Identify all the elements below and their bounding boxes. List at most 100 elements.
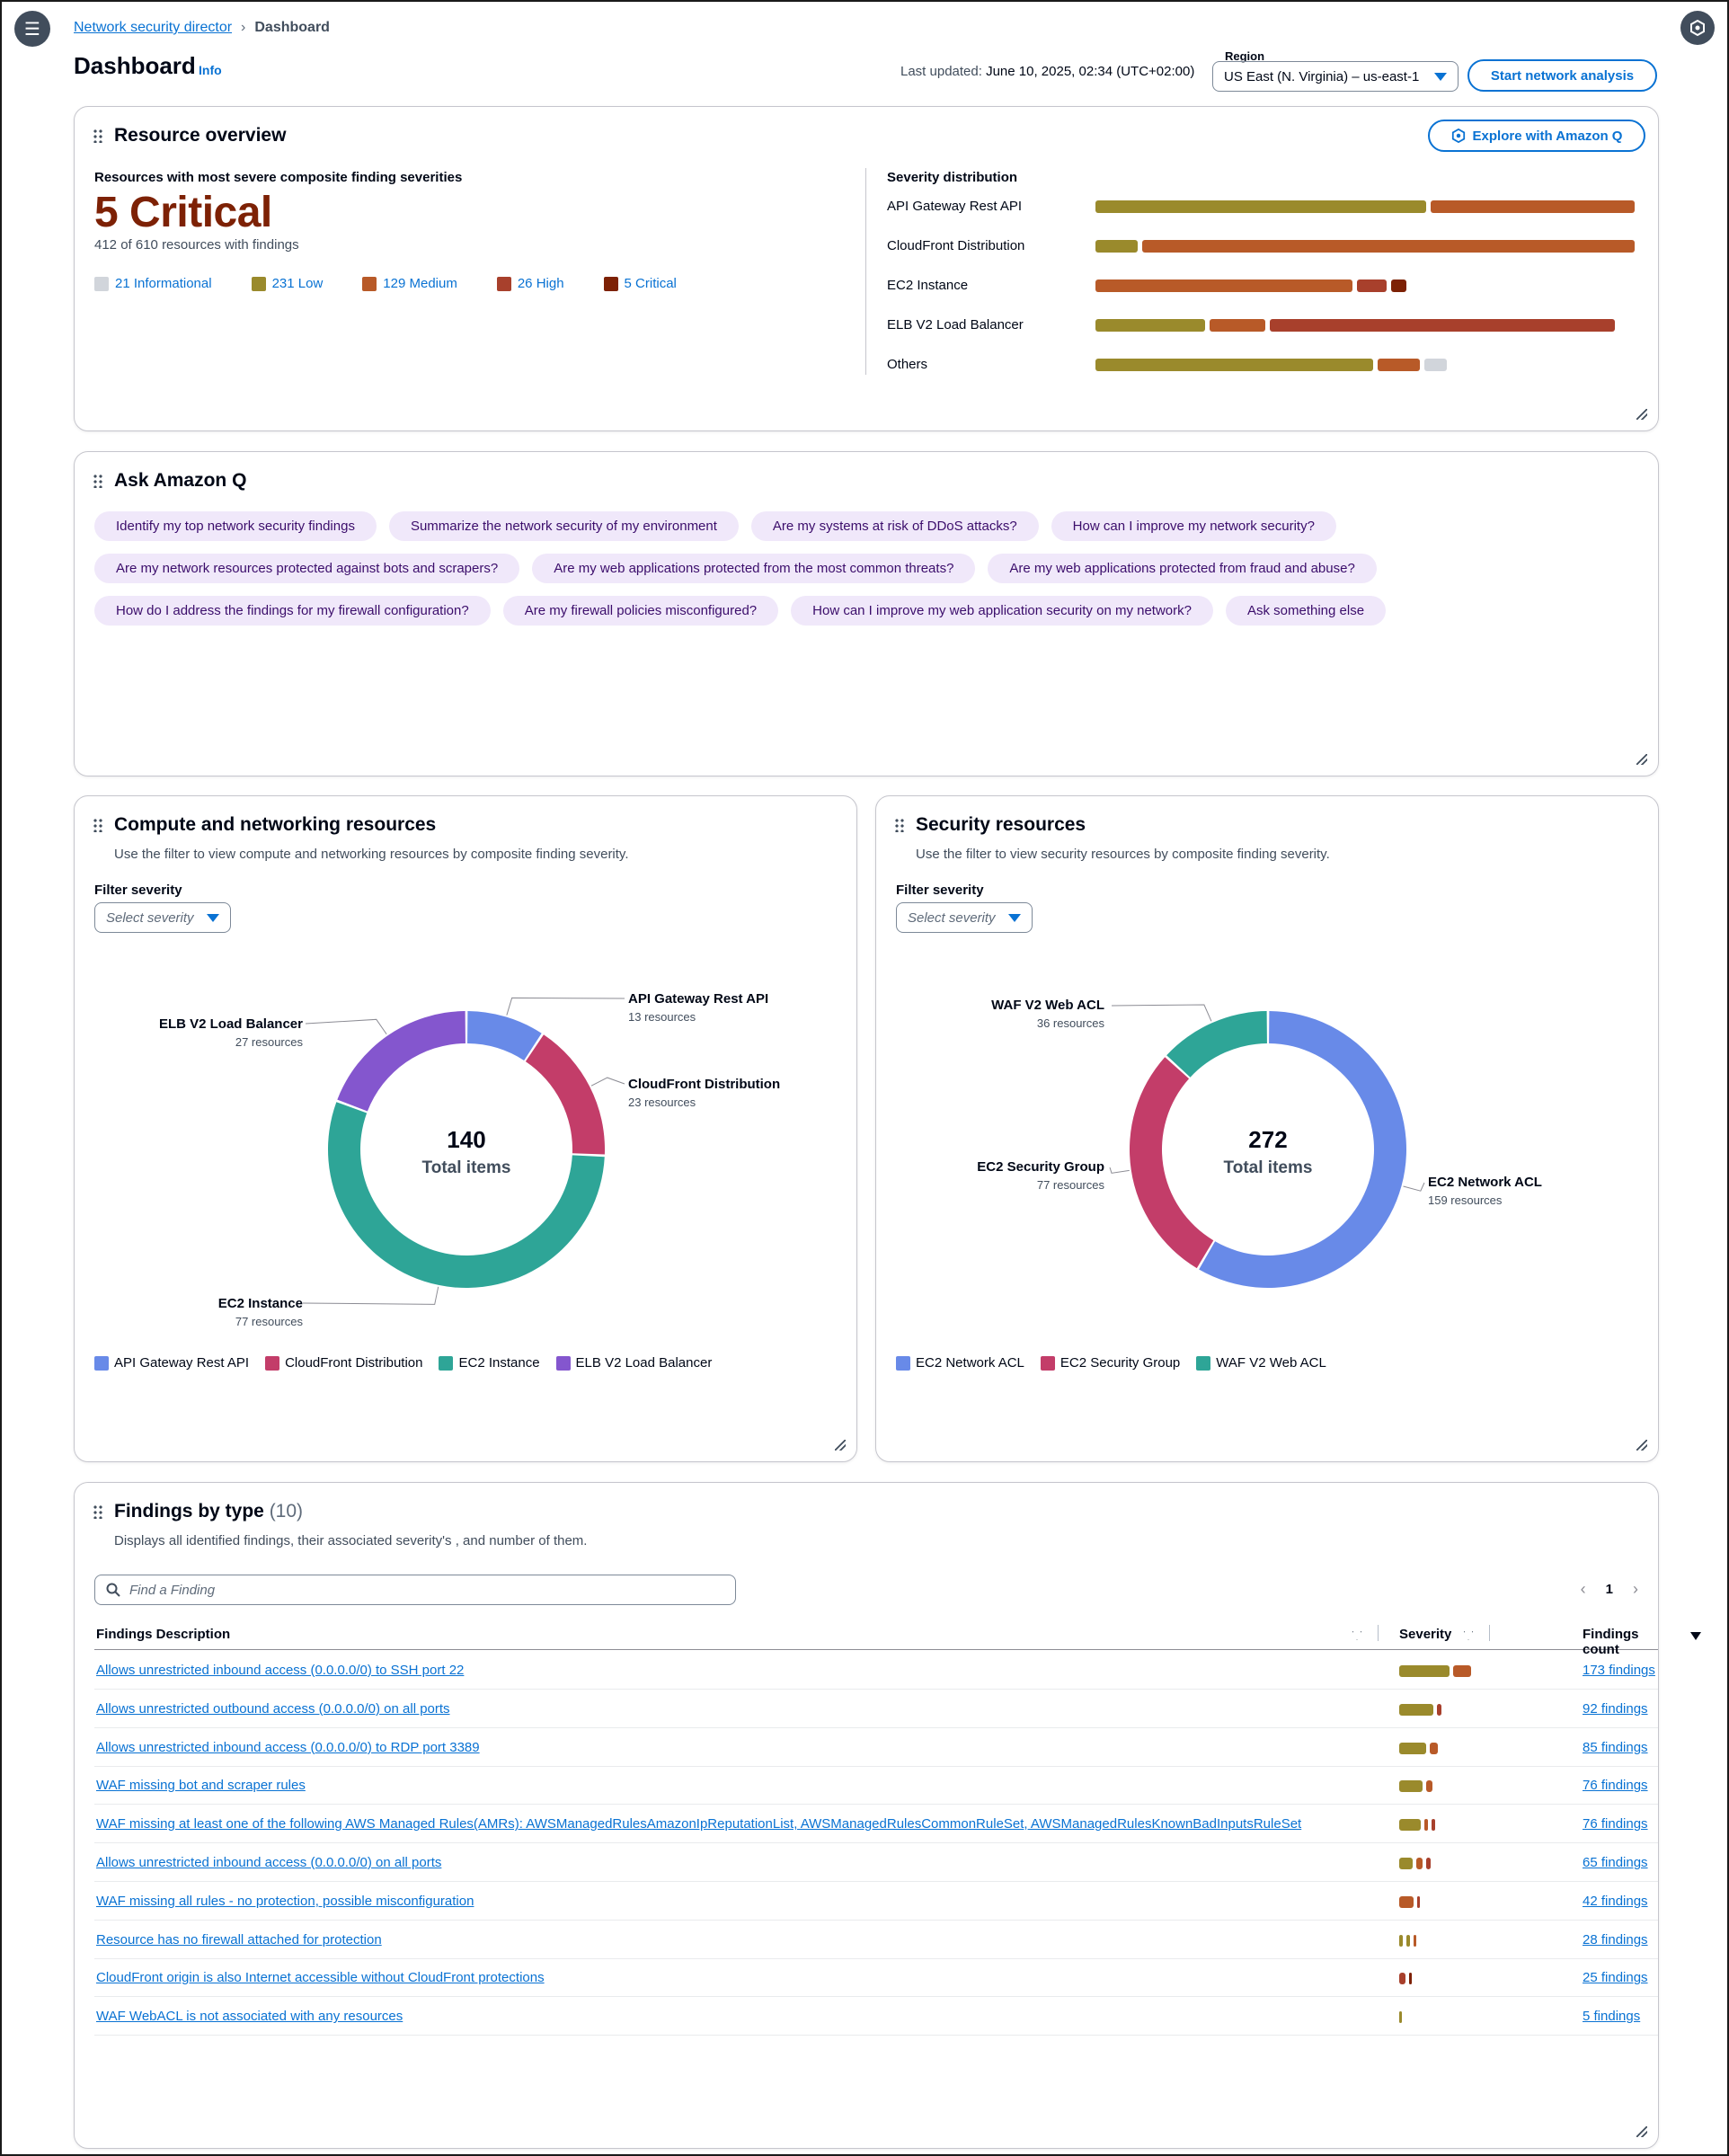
severity-legend-link[interactable]: 26 High [517, 276, 564, 291]
filter-severity-select[interactable]: Select severity [94, 902, 231, 933]
severity-mini-segment [1399, 1973, 1406, 1985]
suggestion-chip[interactable]: Ask something else [1225, 596, 1387, 626]
drag-handle-icon[interactable] [93, 474, 103, 488]
finding-description-link[interactable]: Allows unrestricted inbound access (0.0.… [96, 1663, 465, 1678]
menu-button[interactable]: ☰ [14, 11, 50, 47]
donut-slice[interactable] [467, 1011, 542, 1060]
chevron-right-icon[interactable]: › [1633, 1580, 1638, 1598]
finding-description-link[interactable]: CloudFront origin is also Internet acces… [96, 1970, 545, 1986]
severity-bar-segment[interactable] [1377, 359, 1420, 371]
severity-bar-segment[interactable] [1209, 319, 1266, 332]
severity-bar-segment[interactable] [1095, 279, 1353, 292]
legend-label: WAF V2 Web ACL [1216, 1355, 1326, 1371]
breadcrumb-parent[interactable]: Network security director [74, 20, 233, 35]
severity-bar-segment[interactable] [1423, 359, 1447, 371]
resize-handle-icon[interactable] [1636, 1440, 1647, 1451]
chart-legend-item[interactable]: EC2 Network ACL [896, 1355, 1024, 1371]
page-number[interactable]: 1 [1605, 1582, 1613, 1597]
col-findings-count[interactable]: Findings count [1583, 1627, 1639, 1657]
donut-slice[interactable] [327, 1102, 605, 1289]
finding-description-link[interactable]: Allows unrestricted outbound access (0.0… [96, 1700, 450, 1717]
findings-count-link[interactable]: 173 findings [1583, 1663, 1655, 1678]
compute-networking-card: Compute and networking resources Use the… [74, 795, 857, 1462]
severity-legend-link[interactable]: 5 Critical [624, 276, 677, 291]
severity-bar-segment[interactable] [1095, 200, 1427, 213]
severity-legend-link[interactable]: 231 Low [271, 276, 324, 291]
severity-bar-segment[interactable] [1142, 240, 1635, 253]
finding-description-link[interactable]: WAF WebACL is not associated with any re… [96, 2009, 403, 2025]
finding-description-link[interactable]: WAF missing bot and scraper rules [96, 1778, 306, 1794]
donut-slice[interactable] [1130, 1057, 1214, 1269]
severity-bar-segment[interactable] [1270, 319, 1615, 332]
findings-count-link[interactable]: 28 findings [1583, 1931, 1648, 1947]
suggestion-chip[interactable]: Are my network resources protected again… [94, 554, 520, 583]
chart-legend-item[interactable]: CloudFront Distribution [265, 1355, 422, 1371]
finding-description-link[interactable]: WAF missing all rules - no protection, p… [96, 1893, 474, 1909]
suggestion-chip[interactable]: Are my web applications protected from t… [532, 554, 976, 583]
suggestion-chip[interactable]: Are my web applications protected from f… [988, 554, 1377, 583]
donut-slice[interactable] [337, 1011, 466, 1112]
chart-legend-item[interactable]: EC2 Instance [439, 1355, 540, 1371]
findings-count-link[interactable]: 42 findings [1583, 1893, 1648, 1909]
findings-count-link[interactable]: 65 findings [1583, 1855, 1648, 1870]
findings-count-link[interactable]: 76 findings [1583, 1778, 1648, 1794]
resize-handle-icon[interactable] [835, 1440, 846, 1451]
col-findings-description[interactable]: Findings Description [96, 1627, 231, 1642]
sort-descending-icon[interactable] [1690, 1628, 1701, 1644]
explore-amazon-q-button[interactable]: Explore with Amazon Q [1428, 120, 1645, 152]
suggestion-chip[interactable]: How do I address the findings for my fir… [94, 596, 491, 626]
filter-severity-select[interactable]: Select severity [896, 902, 1033, 933]
severity-bar-segment[interactable] [1390, 279, 1407, 292]
finding-description-link[interactable]: Allows unrestricted inbound access (0.0.… [96, 1855, 442, 1870]
drag-handle-icon[interactable] [894, 818, 905, 832]
severity-legend-link[interactable]: 21 Informational [115, 276, 212, 291]
find-finding-input[interactable]: Find a Finding [94, 1575, 736, 1605]
resize-handle-icon[interactable] [1636, 409, 1647, 420]
chart-legend-item[interactable]: ELB V2 Load Balancer [555, 1355, 712, 1371]
suggestion-chip[interactable]: How can I improve my network security? [1051, 511, 1336, 541]
suggestion-chip[interactable]: Are my firewall policies misconfigured? [502, 596, 779, 626]
findings-count-link[interactable]: 76 findings [1583, 1816, 1648, 1832]
sort-icon[interactable] [1464, 1628, 1473, 1644]
finding-description-link[interactable]: Allows unrestricted inbound access (0.0.… [96, 1739, 480, 1755]
findings-count-link[interactable]: 5 findings [1583, 2009, 1641, 2025]
sort-icon[interactable] [1352, 1628, 1361, 1644]
chart-legend-item[interactable]: WAF V2 Web ACL [1196, 1355, 1326, 1371]
chart-legend-item[interactable]: EC2 Security Group [1040, 1355, 1180, 1371]
severity-legend-link[interactable]: 129 Medium [383, 276, 457, 291]
region-select[interactable]: US East (N. Virginia) – us-east-1 [1212, 61, 1459, 92]
donut-slice[interactable] [525, 1034, 605, 1155]
severity-bar-segment[interactable] [1095, 359, 1373, 371]
suggestion-chip[interactable]: Identify my top network security finding… [94, 511, 377, 541]
severity-mini-segment [1426, 1858, 1432, 1869]
findings-count-link[interactable]: 92 findings [1583, 1700, 1648, 1717]
findings-count-link[interactable]: 85 findings [1583, 1739, 1648, 1755]
finding-description-link[interactable]: Resource has no firewall attached for pr… [96, 1931, 382, 1947]
resize-handle-icon[interactable] [1636, 2126, 1647, 2137]
findings-count-link[interactable]: 25 findings [1583, 1970, 1648, 1986]
suggestion-chip[interactable]: Summarize the network security of my env… [388, 511, 739, 541]
drag-handle-icon[interactable] [93, 818, 103, 832]
donut-slice[interactable] [1166, 1011, 1267, 1078]
severity-mini-segment [1432, 1819, 1436, 1832]
suggestion-chip[interactable]: How can I improve my web application sec… [791, 596, 1213, 626]
suggestion-chip[interactable]: Are my systems at risk of DDoS attacks? [750, 511, 1039, 541]
info-link[interactable]: Info [199, 63, 222, 77]
severity-bar-segment[interactable] [1095, 240, 1139, 253]
drag-handle-icon[interactable] [93, 129, 103, 143]
amazon-q-panel-button[interactable] [1680, 11, 1715, 45]
chevron-left-icon[interactable]: ‹ [1580, 1580, 1586, 1598]
severity-bar-segment[interactable] [1095, 319, 1205, 332]
severity-bar-segment[interactable] [1431, 200, 1635, 213]
severity-bar-segment[interactable] [1357, 279, 1387, 292]
drag-handle-icon[interactable] [93, 1504, 103, 1519]
resize-handle-icon[interactable] [1636, 754, 1647, 765]
explore-amazon-q-label: Explore with Amazon Q [1472, 128, 1623, 144]
start-network-analysis-button[interactable]: Start network analysis [1467, 59, 1657, 92]
filter-placeholder: Select severity [106, 909, 194, 926]
findings-total-count: (10) [269, 1501, 304, 1522]
chart-legend-item[interactable]: API Gateway Rest API [94, 1355, 249, 1371]
donut-slice[interactable] [1199, 1011, 1406, 1288]
col-severity[interactable]: Severity [1399, 1627, 1452, 1642]
finding-description-link[interactable]: WAF missing at least one of the followin… [96, 1816, 1302, 1832]
